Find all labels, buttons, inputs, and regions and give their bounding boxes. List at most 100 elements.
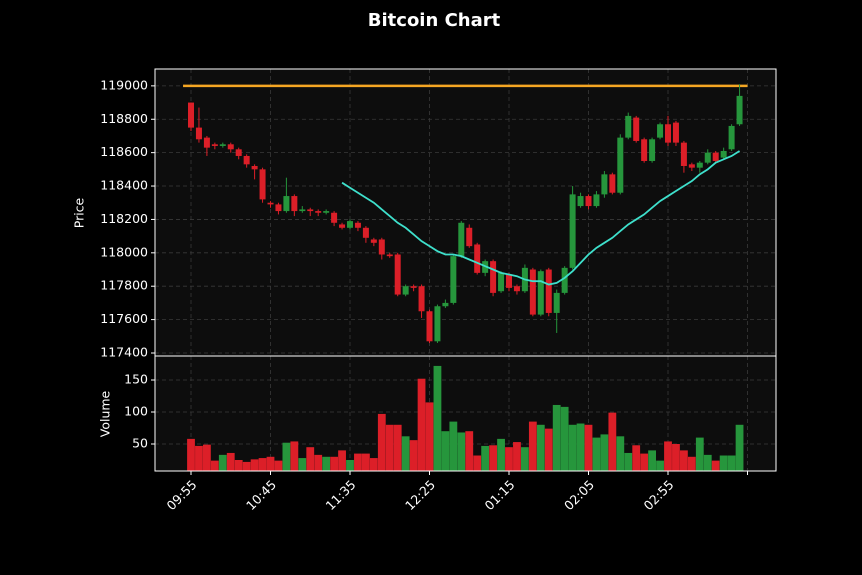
volume-bar [584,424,593,471]
volume-bar [203,444,211,471]
volume-bar [656,460,664,471]
candle-body [585,196,592,207]
candle-body [617,137,624,193]
candle-body [561,267,568,293]
candle-body [688,164,695,168]
y-tick-label: 118600 [100,144,148,159]
chart-title: Bitcoin Chart [368,10,501,31]
volume-bar [242,461,251,471]
y-tick-label: 118200 [100,211,148,226]
volume-bar [298,458,307,471]
candle-body [394,254,401,295]
volume-bar [465,431,474,471]
candle-body [339,224,346,228]
volume-bar [521,447,529,471]
candle-body [641,139,648,161]
volume-bar [481,445,490,471]
volume-bar [640,453,649,471]
volume-tick-label: 100 [124,403,148,418]
volume-bar [433,365,442,471]
candle-body [474,244,481,273]
candle-body [466,227,473,247]
volume-bar [369,458,378,471]
moving-average [341,150,741,286]
volume-bar [385,424,394,471]
volume-bar [306,447,315,471]
volume-bar [560,406,569,471]
candle-body [553,292,560,313]
y-tick-label: 118400 [100,178,148,193]
candle-body [283,196,290,212]
volume-bar [338,450,346,471]
y-axis-label: Price [72,197,87,228]
volume-frame [154,355,777,472]
candle-body [211,144,218,146]
volume-bar [672,443,680,471]
candle-body [657,124,664,138]
volume-axis-label: Volume [98,390,113,437]
volume-bar [568,424,577,471]
volume-bar [322,456,331,471]
volume-bar [528,421,537,471]
volume-bar [687,456,696,471]
volume-tick-label: 50 [132,435,148,450]
candle-body [354,222,361,228]
candle-body [458,222,465,257]
volume-bar [648,450,656,471]
candle-body [498,272,505,292]
candle-body [609,174,616,193]
volume-bar [536,424,545,471]
volume-bar [632,445,641,471]
volume-bar [354,453,362,471]
volume-bar [449,421,458,471]
candle-body [188,102,194,128]
volume-bar [497,438,505,471]
volume-bar [401,436,410,471]
candle-body [426,311,433,342]
candle-body [227,144,234,150]
candle-body [195,127,202,140]
candle-body [291,196,298,212]
candle-body [243,155,250,165]
volume-bar [314,454,323,471]
candle-body [513,286,520,292]
volume-bar [513,442,521,471]
volume-bar [616,436,625,471]
candle-body [633,117,640,141]
volume-bar [592,437,601,471]
candle-body [203,137,210,148]
candle-body [307,209,314,212]
candle-body [370,239,377,243]
candle-body [529,269,536,315]
volume-bar [711,460,720,471]
candle-body [625,115,632,138]
volume-bar [330,456,338,471]
candle-body [728,125,735,150]
volume-bar [234,459,243,471]
price-panel [155,69,776,356]
candle-body [601,174,608,195]
volume-bar [226,452,235,471]
candle-body [219,144,226,146]
volume-bar [218,454,227,471]
candle-body [704,152,711,163]
candle-body [235,149,242,156]
volume-bar [703,454,712,471]
volume-bar [195,445,203,471]
volume-bar [576,423,585,471]
volume-bar [457,432,466,471]
candle-body [362,227,369,238]
candle-body [490,261,497,293]
volume-bar [282,442,291,471]
candle-body [259,169,266,200]
volume-bar [552,404,561,471]
candle-body [593,194,600,207]
candle-body [736,95,743,125]
volume-bar [695,437,704,471]
volume-bar [680,450,688,471]
volume-bar [441,431,450,471]
volume-bar [258,458,267,471]
candle-body [251,166,258,170]
candle-body [323,211,330,213]
